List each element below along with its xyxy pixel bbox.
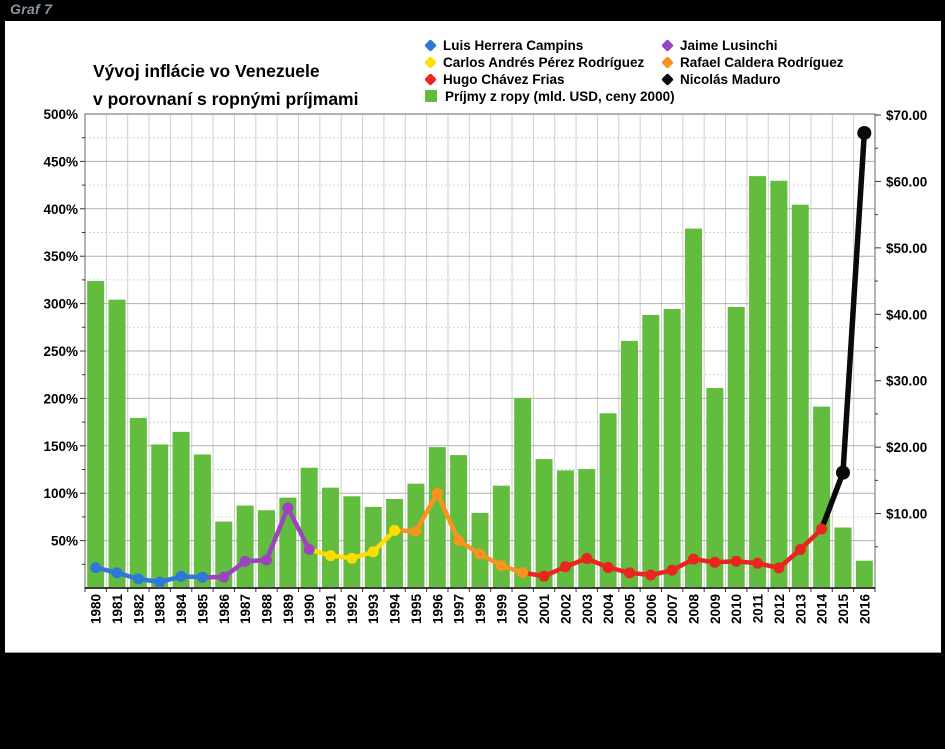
legend-item: Príjmy z ropy (mld. USD, ceny 2000) bbox=[425, 88, 675, 104]
chart-title-line2: v porovnaní s ropnými príjmami bbox=[93, 89, 359, 109]
chart-panel: Vývoj inflácie vo Venezuele v porovnaní … bbox=[5, 21, 941, 653]
chart-title-line1: Vývoj inflácie vo Venezuele bbox=[93, 61, 320, 81]
legend-label: Príjmy z ropy (mld. USD, ceny 2000) bbox=[445, 88, 675, 104]
legend-item: Hugo Chávez Frias bbox=[424, 71, 565, 87]
legend-item: Carlos Andrés Pérez Rodríguez bbox=[424, 54, 645, 70]
legend-label: Carlos Andrés Pérez Rodríguez bbox=[443, 54, 645, 70]
legend-item: Rafael Caldera Rodríguez bbox=[661, 54, 844, 70]
legend-label: Hugo Chávez Frias bbox=[443, 71, 565, 87]
legend-label: Luis Herrera Campins bbox=[443, 37, 584, 53]
legend-item: Nicolás Maduro bbox=[661, 71, 781, 87]
diamond-marker-icon bbox=[661, 55, 674, 69]
graf-label: Graf 7 bbox=[10, 1, 53, 17]
legend-label: Nicolás Maduro bbox=[680, 71, 781, 87]
legend-item: Luis Herrera Campins bbox=[424, 37, 584, 53]
diamond-marker-icon bbox=[424, 72, 437, 86]
legend-item: Jaime Lusinchi bbox=[661, 37, 778, 53]
diamond-marker-icon bbox=[424, 55, 437, 69]
diamond-marker-icon bbox=[661, 72, 674, 86]
diamond-marker-icon bbox=[424, 38, 437, 52]
chart-title: Vývoj inflácie vo Venezuele v porovnaní … bbox=[93, 57, 358, 113]
legend-label: Jaime Lusinchi bbox=[680, 37, 778, 53]
diamond-marker-icon bbox=[661, 38, 674, 52]
square-marker-icon bbox=[425, 90, 437, 102]
legend-label: Rafael Caldera Rodríguez bbox=[680, 54, 844, 70]
